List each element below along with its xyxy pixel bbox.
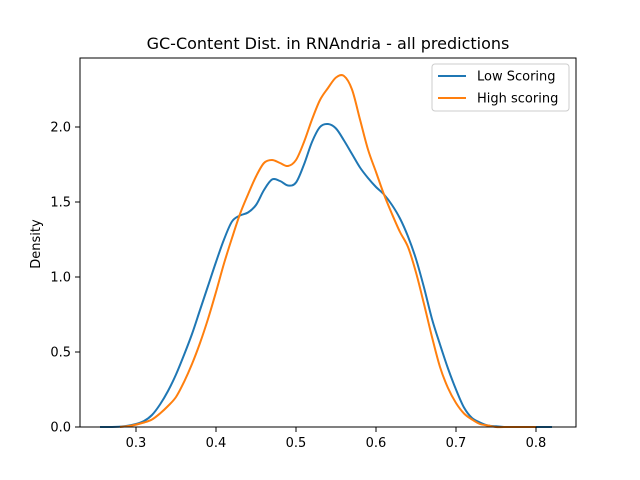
x-axis: 0.3 0.4 0.5 0.6 0.7 0.8 [126,427,547,451]
plot-frame [79,57,577,428]
x-tick-label: 0.5 [286,436,307,451]
plot-lines [99,74,552,429]
x-tick-label: 0.6 [366,436,387,451]
y-tick-label: 1.0 [50,271,71,286]
legend: Low Scoring High scoring [431,63,570,112]
series-line-low-scoring [99,122,552,429]
legend-label: Low Scoring [477,70,556,85]
y-axis: 0.0 0.5 1.0 1.5 2.0 [50,121,80,436]
chart-title: GC-Content Dist. in RNAndria - all predi… [147,34,510,53]
y-tick-label: 0.0 [50,421,71,436]
y-tick-label: 0.5 [50,346,71,361]
x-tick-label: 0.8 [526,436,547,451]
legend-label: High scoring [477,92,558,107]
x-tick-label: 0.4 [206,436,227,451]
x-tick-label: 0.7 [446,436,467,451]
y-axis-label: Density [29,219,44,269]
legend-box [431,63,570,112]
y-tick-label: 2.0 [50,121,71,136]
series-line-high-scoring [119,74,536,429]
y-tick-label: 1.5 [50,196,71,211]
x-tick-label: 0.3 [126,436,147,451]
